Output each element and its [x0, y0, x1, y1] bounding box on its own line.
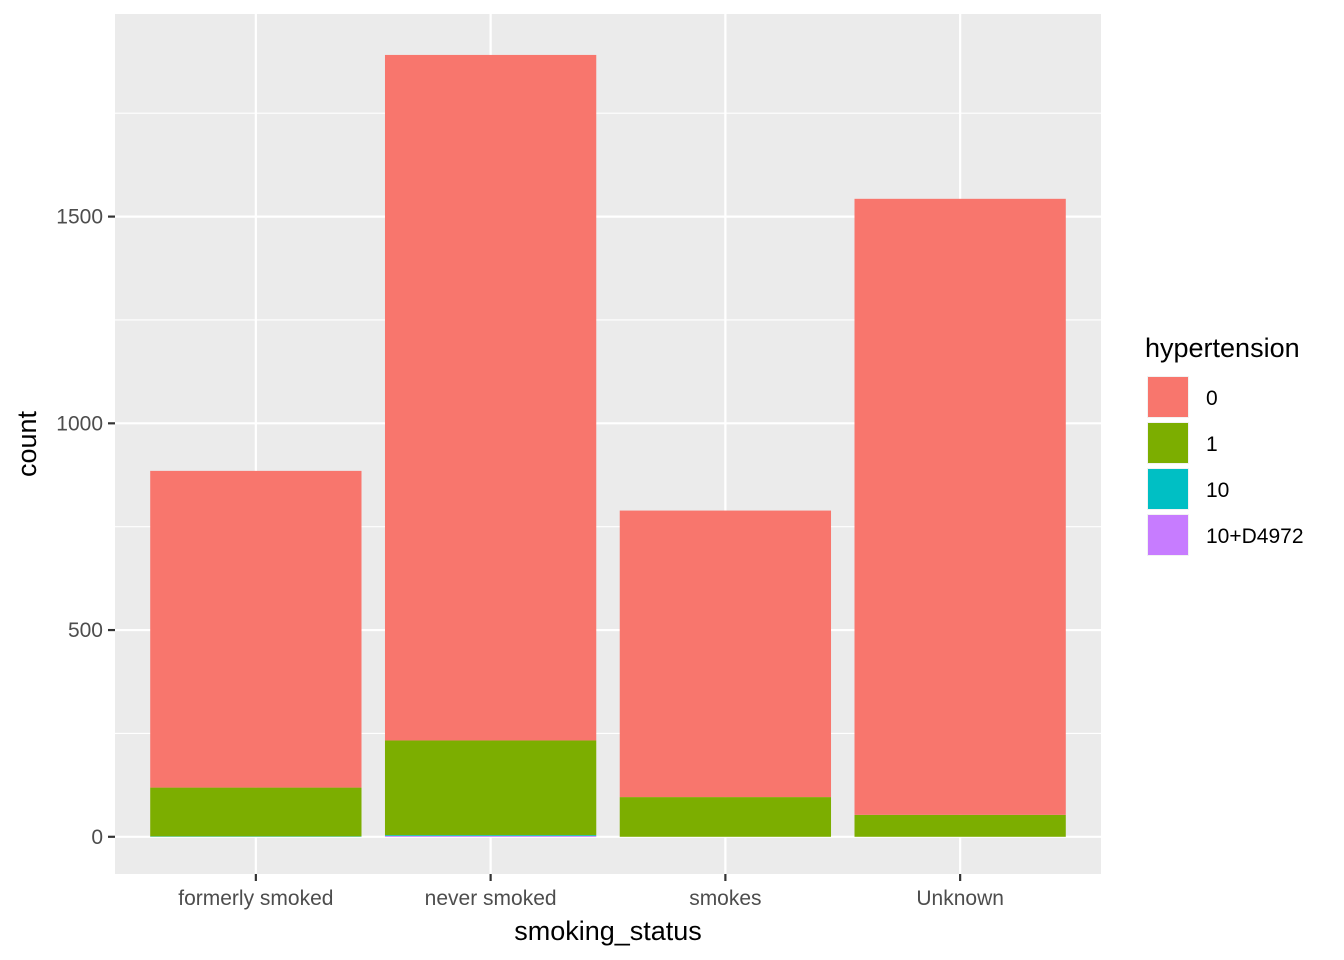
legend-swatch [1148, 423, 1188, 463]
y-tick-label: 1000 [56, 412, 103, 435]
bar-segment [384, 835, 597, 836]
x-tick-label: Unknown [916, 887, 1004, 910]
legend: hypertension 0 1 10 10+D4972 [1145, 333, 1304, 556]
bar-segment [854, 814, 1066, 837]
legend-label: 10 [1206, 479, 1229, 502]
bar-segment [619, 797, 832, 837]
y-axis-title: count [12, 410, 42, 477]
y-tick-label: 500 [68, 619, 103, 642]
legend-label: 10+D4972 [1206, 525, 1304, 548]
bar-segment [384, 54, 597, 741]
legend-swatch [1148, 469, 1188, 509]
legend-swatch [1148, 377, 1188, 417]
bar-segment [384, 835, 597, 837]
y-tick-label: 1500 [56, 206, 103, 229]
x-tick-label: smokes [689, 887, 761, 910]
x-axis-title: smoking_status [514, 916, 702, 946]
bar-segment [384, 740, 597, 836]
legend-label: 1 [1206, 433, 1218, 456]
bar-segment [854, 198, 1066, 815]
bar-segment [619, 510, 832, 798]
bars [150, 54, 1066, 837]
x-axis: formerly smoked never smoked smokes Unknown [178, 874, 1004, 910]
legend-swatch [1148, 515, 1188, 555]
y-tick-label: 0 [91, 826, 103, 849]
legend-label: 0 [1206, 387, 1218, 410]
y-axis: 0 500 1000 1500 [56, 206, 115, 849]
x-tick-label: never smoked [425, 887, 557, 910]
x-tick-label: formerly smoked [178, 887, 333, 910]
bar-segment [150, 470, 362, 788]
legend-title: hypertension [1145, 333, 1300, 363]
bar-segment [150, 787, 362, 837]
